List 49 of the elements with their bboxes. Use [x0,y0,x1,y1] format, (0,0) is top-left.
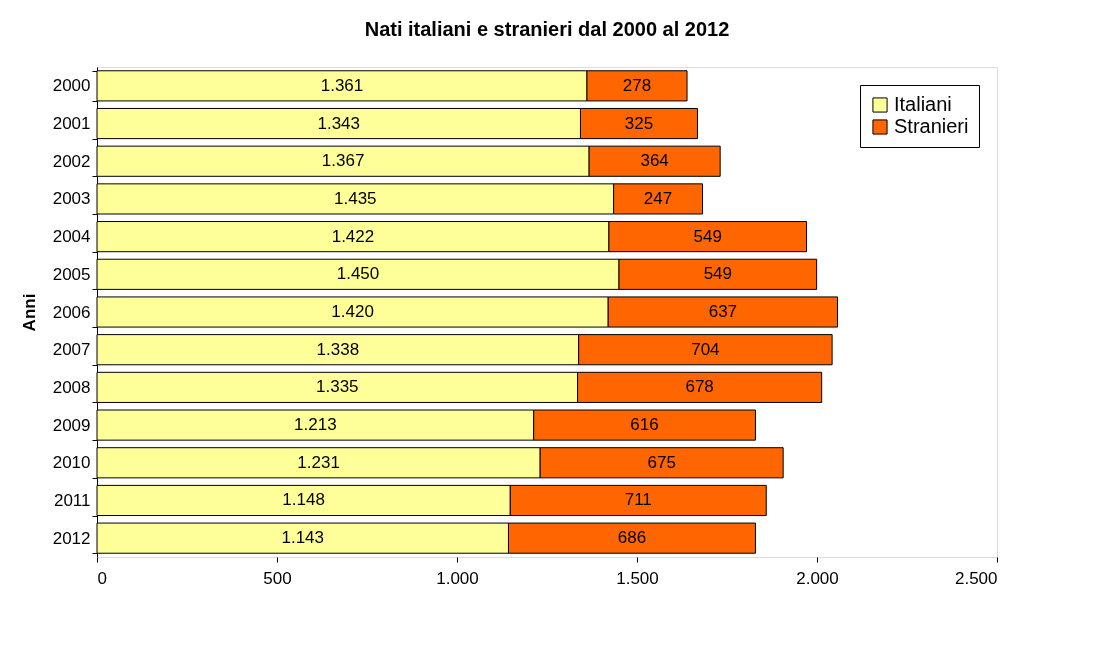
data-label: 1.338 [316,339,360,359]
y-tick-label: 2001 [52,114,91,134]
y-tick-label: 2007 [52,340,91,360]
data-label: 1.420 [331,302,374,321]
data-label: 1.335 [316,377,359,397]
data-label: 711 [624,490,652,510]
data-label: 364 [640,151,669,171]
x-tick-label: 1.000 [436,568,479,588]
data-label: 325 [624,113,654,133]
y-tick-label: 2003 [52,189,91,209]
data-label: 1.231 [297,452,340,472]
chart-title: Nati italiani e stranieri dal 2000 al 2012 [364,18,730,40]
legend-label: Italiani [894,93,952,115]
x-tick-label: 2.500 [954,568,998,588]
x-tick-label: 500 [263,568,292,588]
data-label: 247 [643,188,673,208]
data-label: 549 [693,226,722,246]
data-label: 1.213 [294,415,337,435]
data-label: 1.422 [331,226,375,246]
data-label: 675 [647,452,676,472]
y-tick-label: 2005 [52,264,91,284]
y-tick-label: 2000 [52,76,91,96]
y-tick-label: 2011 [53,490,91,510]
x-tick-label: 1.500 [616,568,659,588]
data-label: 1.148 [282,490,325,510]
y-tick-label: 2006 [52,302,91,322]
data-label: 1.367 [321,151,365,171]
data-label: 616 [630,415,659,435]
y-tick-label: 2012 [52,528,91,548]
data-label: 549 [703,264,733,284]
data-label: 686 [617,528,647,548]
y-tick-label: 2002 [52,151,91,171]
x-tick-label: 0 [97,568,107,588]
data-label: 278 [622,75,652,95]
data-label: 1.143 [281,528,325,548]
x-tick-label: 2.000 [796,568,839,588]
y-tick-label: 2010 [52,453,91,473]
y-tick-label: 2009 [52,415,91,435]
y-axis-title: Anni [19,293,39,332]
data-label: 1.435 [334,188,377,208]
data-label: 704 [691,339,720,359]
data-label: 1.450 [336,264,380,284]
legend-label: Stranieri [894,115,969,137]
data-label: 678 [685,377,714,397]
y-tick-label: 2004 [52,227,91,247]
y-tick-label: 2008 [52,377,91,397]
data-label: 1.361 [320,75,364,95]
data-label: 637 [708,302,738,321]
data-label: 1.343 [317,113,361,133]
